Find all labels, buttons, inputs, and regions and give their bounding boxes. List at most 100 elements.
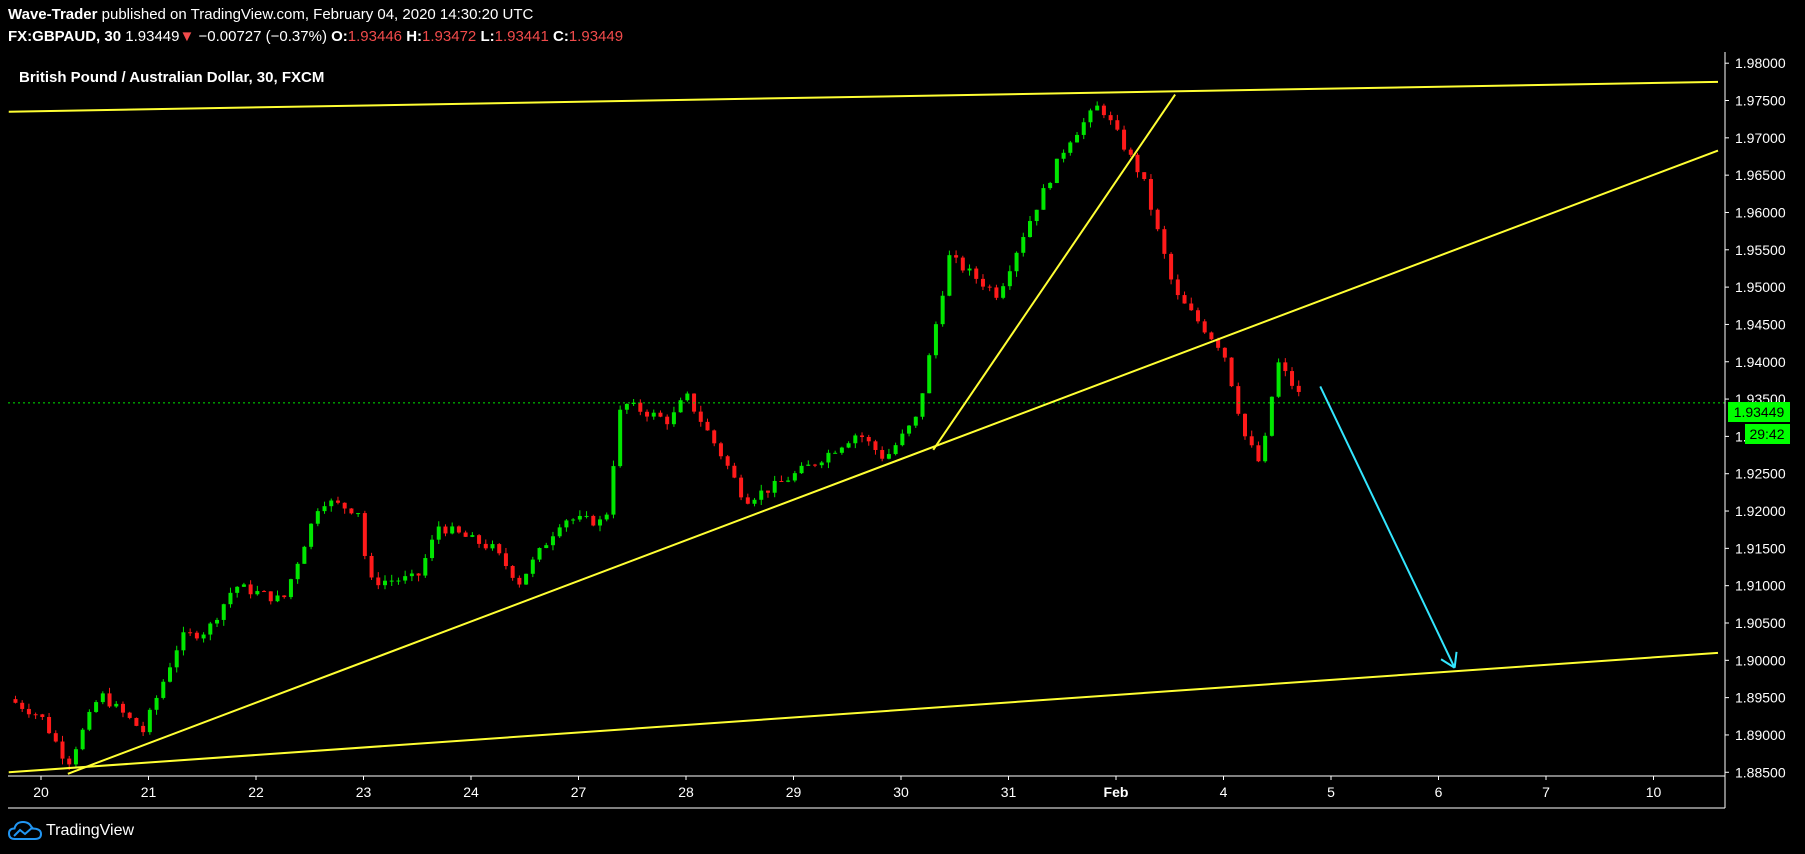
candle-body: [799, 465, 804, 474]
y-tick-label: 1.95500: [1735, 242, 1786, 258]
candle-body: [826, 452, 831, 463]
candle-body: [772, 480, 777, 493]
trendline-rising-support[interactable]: [67, 149, 1719, 775]
candle-body: [624, 403, 629, 410]
candle-body: [940, 295, 945, 325]
candle-body: [168, 667, 172, 682]
candle-body: [255, 591, 260, 595]
candle-body: [1048, 182, 1053, 189]
candle-body: [1169, 253, 1174, 280]
y-tick-label: 1.94500: [1735, 316, 1786, 332]
candle-body: [20, 702, 25, 709]
candle-body: [1028, 221, 1032, 238]
candle-body: [295, 563, 300, 580]
candle-body: [1148, 179, 1153, 210]
candle-body: [362, 513, 367, 556]
candle-body: [873, 441, 878, 451]
candle-body: [181, 632, 186, 651]
candle-body: [463, 532, 468, 537]
candle-body: [235, 586, 240, 593]
candle-body: [342, 502, 347, 509]
candle-body: [1256, 445, 1261, 462]
x-tick-label: 10: [1646, 784, 1662, 800]
candle-body: [1041, 188, 1046, 210]
candle-body: [369, 555, 374, 578]
candle-body: [1236, 386, 1241, 414]
low-label: L:: [480, 28, 495, 45]
candle-body: [1021, 237, 1026, 253]
candle-body: [571, 519, 576, 521]
candle-body: [1054, 158, 1059, 183]
candle-body: [477, 535, 482, 544]
candle-body: [1243, 413, 1247, 437]
candle-body: [1135, 154, 1140, 173]
trendline-channel-top[interactable]: [8, 80, 1719, 113]
publish-info: Wave-Trader published on TradingView.com…: [8, 6, 533, 23]
candle-body: [591, 515, 596, 526]
candle-body: [1014, 252, 1019, 272]
candle-body: [786, 480, 791, 482]
candle-body: [517, 577, 522, 585]
candle-body: [967, 268, 972, 271]
candle-body: [309, 523, 314, 547]
author-name[interactable]: Wave-Trader: [8, 6, 98, 23]
candle-body: [1155, 209, 1160, 230]
candle-body: [33, 714, 38, 716]
candle-body: [416, 573, 421, 576]
candle-body: [510, 566, 515, 578]
candle-body: [1189, 303, 1194, 311]
candle-body: [456, 526, 461, 533]
x-tick-label: 27: [571, 784, 587, 800]
candle-body: [557, 527, 562, 537]
candle-body: [1001, 286, 1006, 298]
x-tick-label: 22: [248, 784, 264, 800]
x-tick-label: 30: [893, 784, 909, 800]
candle-body: [1088, 110, 1093, 123]
candle-body: [1068, 142, 1073, 153]
candle-body: [73, 749, 78, 765]
candle-body: [1276, 362, 1281, 397]
candle-body: [141, 725, 146, 733]
candle-body: [228, 592, 233, 605]
candle-body: [913, 416, 918, 426]
candle-body: [604, 514, 609, 520]
candle-body: [147, 709, 152, 733]
footer-brand[interactable]: TradingView: [8, 820, 134, 842]
candle-body: [920, 393, 925, 417]
projection-arrow[interactable]: [1319, 385, 1456, 669]
candle-body: [396, 580, 401, 582]
candle-body: [503, 553, 508, 567]
candle-body: [302, 546, 307, 564]
y-tick-label: 1.91000: [1735, 578, 1786, 594]
y-tick-label: 1.89500: [1735, 690, 1786, 706]
candle-body: [275, 595, 280, 602]
candle-body: [403, 576, 408, 581]
candle-body: [483, 543, 488, 549]
candle-body: [1216, 339, 1221, 348]
close-value: 1.93449: [568, 28, 624, 45]
candle-body: [1296, 385, 1301, 392]
candle-body: [954, 255, 959, 258]
candle-body: [134, 717, 139, 726]
down-arrow-icon: ▼: [179, 28, 195, 45]
candle-body: [315, 511, 320, 524]
candle-body: [745, 497, 750, 504]
y-tick-label: 1.97500: [1735, 93, 1786, 109]
candle-body: [1108, 115, 1113, 121]
candle-body: [107, 693, 112, 707]
candle-body: [1269, 396, 1274, 436]
candle-body: [1175, 279, 1180, 296]
x-tick-label: Feb: [1104, 784, 1129, 800]
candle-body: [376, 577, 381, 586]
trendline-channel-bottom[interactable]: [8, 651, 1719, 774]
candle-body: [550, 536, 555, 546]
candle-body: [26, 708, 31, 715]
candle-body: [383, 580, 387, 586]
last-price: 1.93449: [125, 28, 180, 45]
y-tick-label: 1.96000: [1735, 204, 1786, 220]
candle-body: [1034, 209, 1039, 222]
trendline-steep-support[interactable]: [932, 93, 1176, 451]
candle-body: [907, 425, 912, 434]
candle-body: [792, 473, 797, 481]
